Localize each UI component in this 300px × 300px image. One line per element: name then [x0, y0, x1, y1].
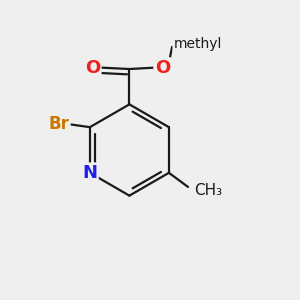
Text: N: N: [82, 164, 98, 182]
Text: CH₃: CH₃: [194, 183, 222, 198]
Text: O: O: [155, 58, 170, 76]
Text: Br: Br: [49, 115, 69, 133]
Text: O: O: [85, 58, 100, 76]
Text: methyl: methyl: [174, 37, 222, 51]
